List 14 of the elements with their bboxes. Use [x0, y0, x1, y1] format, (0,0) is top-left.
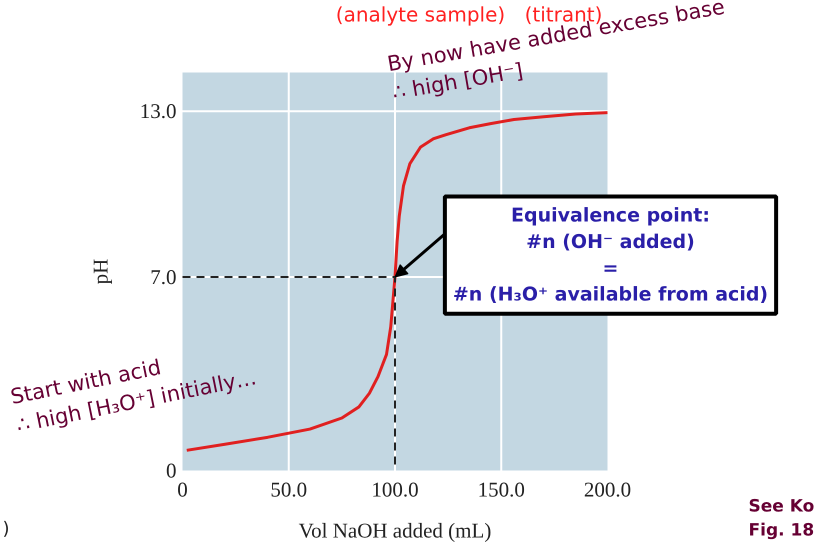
- x-tick-label: 200.0: [584, 478, 632, 502]
- y-axis-title: pH: [88, 258, 112, 284]
- y-tick-label: 13.0: [140, 99, 176, 124]
- x-tick-label: 150.0: [478, 478, 525, 502]
- x-tick-label: 100.0: [371, 478, 419, 502]
- text: (analyte sample): [336, 2, 506, 26]
- annotation: Start with acid ∴ high [H₃O⁺] initially…: [8, 355, 259, 438]
- text: ): [2, 518, 10, 540]
- y-tick-label: 7.0: [150, 265, 176, 290]
- x-tick-label: 50.0: [270, 478, 308, 502]
- x-axis-title: Vol NaOH added (mL): [298, 518, 492, 542]
- text: See Ko Fig. 18: [748, 496, 814, 540]
- annotation: Equivalence point: #n (OH⁻ added) = #n (H₃O⁺ available from acid): [452, 204, 768, 306]
- y-tick-label: 0: [166, 458, 176, 482]
